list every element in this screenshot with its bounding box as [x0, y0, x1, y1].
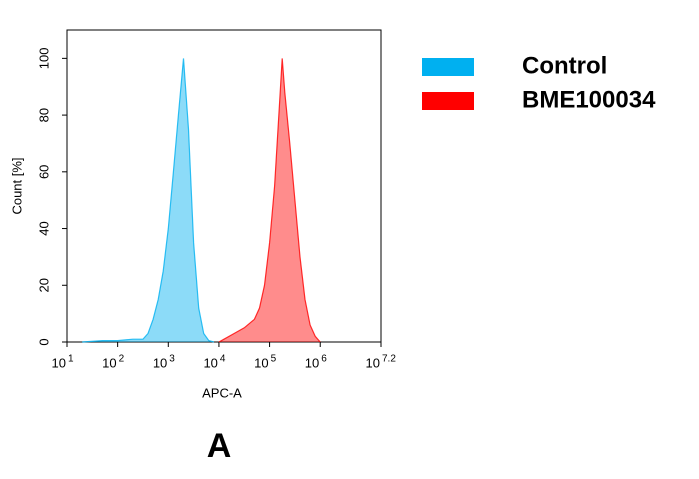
area-fill	[218, 58, 321, 343]
y-tick-label: 100	[36, 48, 51, 70]
x-axis-label: APC-A	[202, 385, 242, 400]
y-tick-label: 20	[36, 278, 51, 292]
area-line	[82, 58, 215, 343]
y-tick-label: 60	[36, 165, 51, 179]
x-tick-exponent: 5	[271, 354, 277, 365]
panel-label: A	[207, 427, 232, 465]
x-tick-label: 10	[203, 355, 217, 370]
area-fill	[82, 58, 214, 343]
x-tick-label: 10	[153, 355, 167, 370]
legend-label: BME100034	[522, 86, 656, 113]
plot-frame	[66, 29, 382, 343]
area-line	[218, 58, 321, 343]
legend-swatch	[422, 92, 474, 110]
x-tick-exponent: 3	[169, 354, 175, 365]
y-axis-label: Count [%]	[9, 157, 24, 214]
y-tick-label: 80	[36, 108, 51, 122]
y-tick-label: 40	[36, 221, 51, 235]
x-tick-label: 10	[254, 355, 268, 370]
legend-swatch	[422, 58, 474, 76]
x-tick-label: 10	[305, 355, 319, 370]
legend-label: Control	[522, 52, 607, 79]
x-tick-label: 10	[366, 355, 380, 370]
x-tick-exponent: 4	[220, 354, 226, 365]
x-tick-exponent: 2	[119, 354, 125, 365]
x-tick-exponent: 1	[68, 354, 74, 365]
x-tick-exponent: 6	[321, 354, 327, 365]
x-tick-exponent: 7.2	[382, 354, 396, 365]
y-tick-label: 0	[36, 338, 51, 345]
x-tick-label: 10	[52, 355, 66, 370]
x-tick-label: 10	[102, 355, 116, 370]
